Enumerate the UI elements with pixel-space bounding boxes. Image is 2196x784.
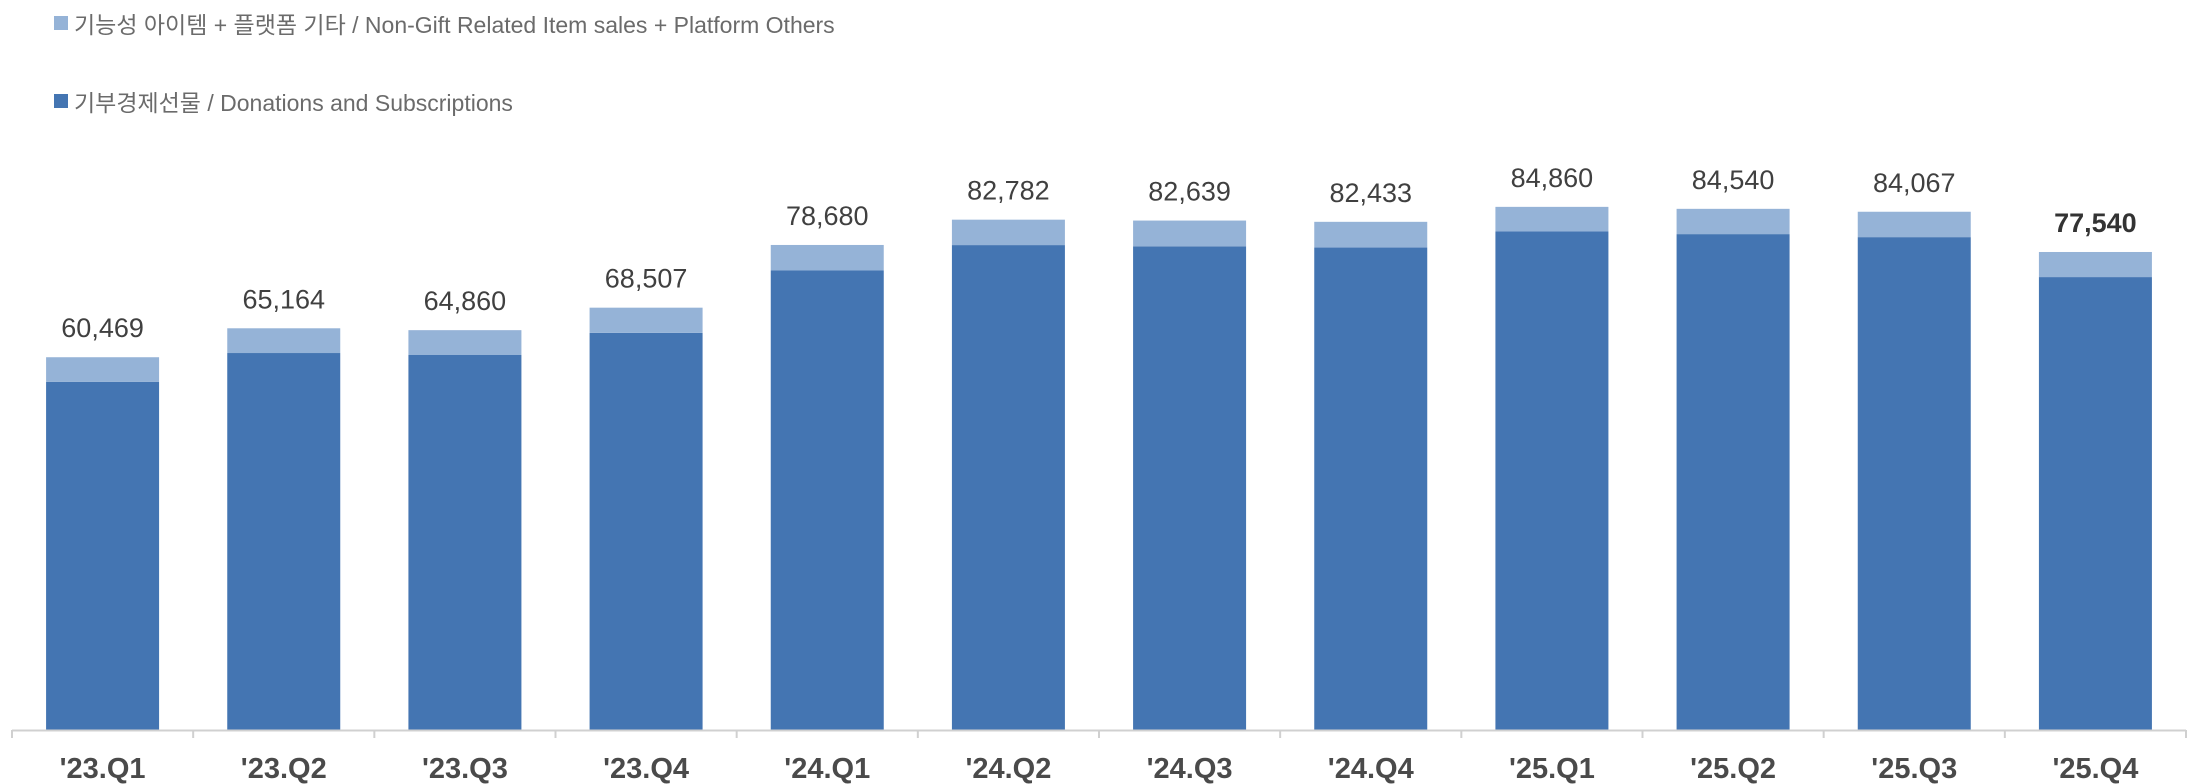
bar-non-gift: [2038, 251, 2152, 278]
bar-donations: [951, 245, 1065, 730]
x-tick-label: '24.Q3: [1147, 753, 1233, 784]
x-tick-label: '23.Q2: [241, 753, 327, 784]
bar-non-gift: [951, 219, 1065, 246]
total-data-label: 68,507: [605, 264, 688, 294]
x-tick-label: '23.Q3: [422, 753, 508, 784]
bar-non-gift: [1495, 206, 1609, 232]
x-tick-label: '23.Q1: [60, 753, 146, 784]
x-tick-label: '25.Q2: [1690, 753, 1776, 784]
total-data-label: 82,433: [1329, 178, 1412, 208]
bar-non-gift: [589, 307, 703, 333]
bar-donations: [1857, 237, 1971, 730]
bar-non-gift: [408, 330, 522, 356]
total-data-label: 84,860: [1511, 163, 1594, 193]
bar-non-gift: [1314, 221, 1428, 248]
bar-donations: [1314, 247, 1428, 731]
x-tick-label: '25.Q4: [2052, 753, 2138, 784]
bar-non-gift: [227, 328, 341, 354]
bar-donations: [2038, 277, 2152, 730]
total-data-label: 84,540: [1692, 165, 1775, 195]
bar-non-gift: [770, 244, 884, 271]
total-data-label: 82,639: [1148, 177, 1231, 207]
x-tick-label: '25.Q1: [1509, 753, 1595, 784]
bar-donations: [1133, 246, 1247, 730]
legend-item-non-gift: 기능성 아이템 + 플랫폼 기타 / Non-Gift Related Item…: [54, 6, 835, 40]
x-axis: '23.Q1 '23.Q2 '23.Q3 '23.Q4 '24.Q1 '24.Q2 '24.…: [11, 729, 2187, 784]
total-data-label: 64,860: [424, 286, 507, 316]
bar-donations: [770, 270, 884, 730]
bar-non-gift: [1676, 208, 1790, 235]
bar-donations: [1495, 231, 1609, 730]
total-labels-layer: 60,469 65,164 64,860 68,507 78,680 82,782 82,6…: [61, 163, 2136, 343]
total-data-label: 77,540: [2054, 208, 2137, 238]
bar-donations: [589, 332, 703, 730]
legend-swatch-non-gift: [54, 16, 68, 30]
legend-label-non-gift: 기능성 아이템 + 플랫폼 기타 / Non-Gift Related Item…: [74, 12, 835, 38]
total-data-label: 84,067: [1873, 168, 1956, 198]
bar-non-gift: [1857, 211, 1971, 238]
bar-donations: [227, 353, 341, 730]
legend-swatch-donations: [54, 94, 68, 108]
bars-layer: [46, 206, 2152, 731]
bar-donations: [1676, 234, 1790, 730]
total-data-label: 60,469: [61, 313, 144, 343]
total-data-label: 78,680: [786, 201, 869, 231]
bar-donations: [408, 355, 522, 730]
total-data-label: 82,782: [967, 176, 1050, 206]
bar-non-gift: [1133, 220, 1247, 247]
x-tick-label: '23.Q4: [603, 753, 689, 784]
x-tick-label: '24.Q1: [784, 753, 870, 784]
total-data-label: 65,164: [242, 284, 325, 314]
bar-donations: [46, 381, 160, 730]
bar-non-gift: [46, 357, 160, 382]
legend-label-donations: 기부경제선물 / Donations and Subscriptions: [74, 90, 513, 116]
x-tick-label: '24.Q2: [965, 753, 1051, 784]
x-tick-label: '24.Q4: [1328, 753, 1414, 784]
legend-item-donations: 기부경제선물 / Donations and Subscriptions: [54, 84, 513, 118]
x-tick-label: '25.Q3: [1871, 753, 1957, 784]
